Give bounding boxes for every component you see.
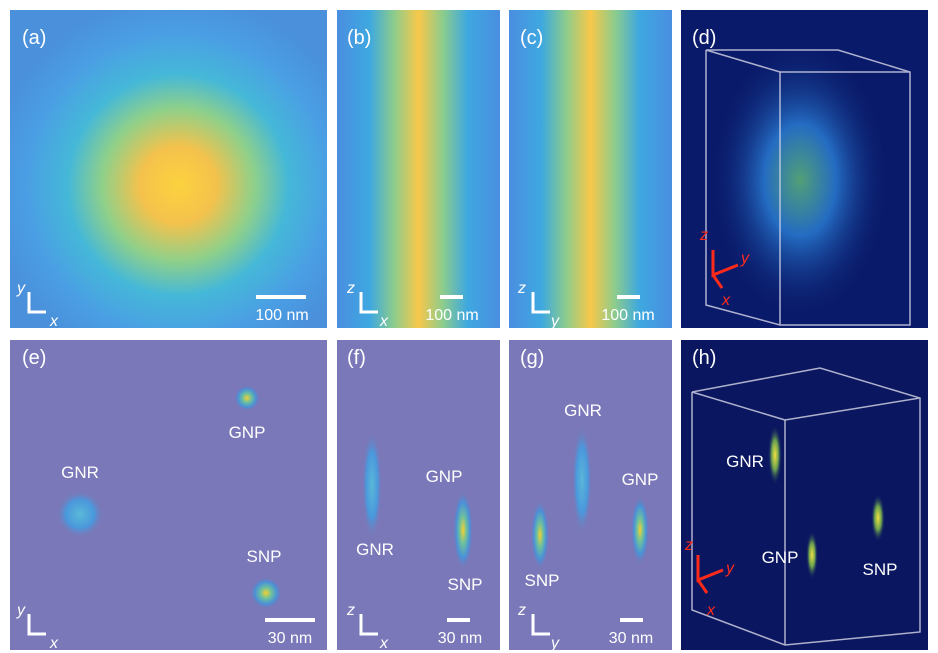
scale-label: 30 nm — [268, 630, 312, 647]
axis-indicator — [27, 292, 550, 636]
box — [705, 49, 911, 326]
particle-label: SNP — [247, 547, 282, 566]
axis-label: y — [16, 602, 26, 619]
particle-label: GNR — [726, 452, 764, 471]
particle-label: GNR — [564, 401, 602, 420]
particle — [631, 495, 649, 565]
box — [705, 49, 911, 326]
axis-indicator — [711, 274, 724, 289]
panel-label: (b) — [347, 27, 371, 49]
scale-label: 100 nm — [255, 307, 308, 324]
panel-label: (h) — [692, 347, 716, 369]
particle — [362, 430, 382, 540]
particle — [56, 490, 104, 538]
axis-indicator — [27, 614, 46, 636]
scale-label: 30 nm — [438, 630, 482, 647]
particle-label: GNR — [356, 540, 394, 559]
panel-image — [509, 10, 672, 328]
panel-label: (e) — [22, 347, 46, 369]
particle-label: GNP — [622, 470, 659, 489]
particle-label: SNP — [525, 571, 560, 590]
panel-image — [10, 10, 327, 328]
axis-label: x — [49, 313, 59, 330]
panel-label: (c) — [520, 27, 543, 49]
panel-image — [681, 340, 928, 650]
axis-label: z — [699, 227, 708, 244]
particle-label: GNR — [61, 463, 99, 482]
particle — [453, 490, 473, 570]
axis-label: z — [517, 280, 526, 297]
particle — [572, 425, 592, 535]
panel-image — [10, 340, 327, 650]
box — [784, 397, 921, 421]
panel-label: (a) — [22, 27, 46, 49]
axis-label: x — [49, 635, 59, 652]
particle-label: SNP — [448, 575, 483, 594]
axis-label: x — [721, 292, 731, 309]
axis-label: x — [379, 313, 389, 330]
axis-label: x — [706, 602, 716, 619]
box — [705, 49, 781, 73]
box — [691, 367, 921, 646]
particle-label: GNP — [762, 548, 799, 567]
axis-label: z — [517, 602, 526, 619]
axis-indicator — [359, 614, 378, 636]
scale-bar — [256, 295, 643, 622]
box — [691, 367, 921, 646]
axis-label: y — [740, 250, 750, 267]
scale-label: 100 nm — [601, 307, 654, 324]
axis-indicator — [359, 292, 378, 314]
particle — [531, 500, 549, 570]
panel-label: (d) — [692, 27, 716, 49]
axis-label: y — [16, 280, 26, 297]
axis-label: y — [550, 313, 560, 330]
particle-label: GNP — [426, 467, 463, 486]
particle — [806, 531, 818, 579]
particle — [234, 385, 260, 411]
axis-label: y — [725, 560, 735, 577]
axis-label: z — [346, 280, 355, 297]
particle-label: SNP — [863, 560, 898, 579]
axis-indicator — [696, 579, 709, 594]
axis-indicator — [531, 292, 550, 314]
box — [691, 391, 786, 421]
panel-image — [337, 340, 500, 650]
panel-image — [337, 10, 500, 328]
particle — [250, 577, 282, 609]
scale-label: 30 nm — [609, 630, 653, 647]
glow — [710, 40, 890, 320]
particle — [871, 494, 885, 542]
scale-label: 100 nm — [425, 307, 478, 324]
axis-label: z — [346, 602, 355, 619]
axis-label: z — [684, 537, 693, 554]
axis-indicator — [696, 250, 739, 594]
particle — [768, 425, 782, 485]
panel-label: (f) — [347, 347, 366, 369]
axis-label: x — [379, 635, 389, 652]
axis-indicator — [531, 614, 550, 636]
axis-label: y — [550, 635, 560, 652]
axis-indicator — [27, 292, 46, 314]
particle-label: GNP — [229, 423, 266, 442]
panel-label: (g) — [520, 347, 544, 369]
